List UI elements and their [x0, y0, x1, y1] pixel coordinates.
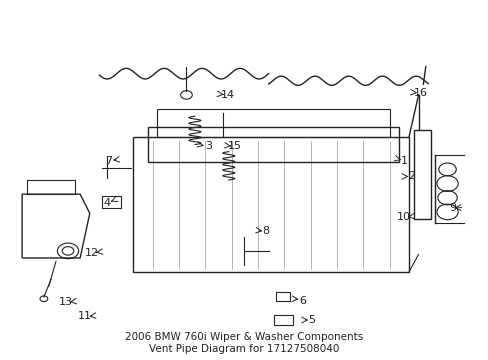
Text: 2006 BMW 760i Wiper & Washer Components
Vent Pipe Diagram for 17127508040: 2006 BMW 760i Wiper & Washer Components … — [125, 332, 363, 354]
Text: 6: 6 — [298, 296, 305, 306]
Text: 1: 1 — [400, 156, 407, 166]
Text: 15: 15 — [227, 141, 242, 151]
Text: 9: 9 — [448, 203, 455, 213]
Text: 8: 8 — [262, 226, 269, 237]
Text: 13: 13 — [59, 297, 73, 307]
Text: 16: 16 — [413, 88, 427, 98]
Text: 14: 14 — [220, 90, 234, 100]
Text: 4: 4 — [103, 198, 110, 208]
Text: 10: 10 — [396, 212, 410, 222]
Text: 7: 7 — [105, 156, 112, 166]
Text: 3: 3 — [204, 141, 211, 151]
Text: 11: 11 — [78, 311, 92, 321]
Text: 12: 12 — [85, 248, 99, 258]
Text: 2: 2 — [407, 171, 414, 181]
Text: 5: 5 — [308, 315, 315, 325]
